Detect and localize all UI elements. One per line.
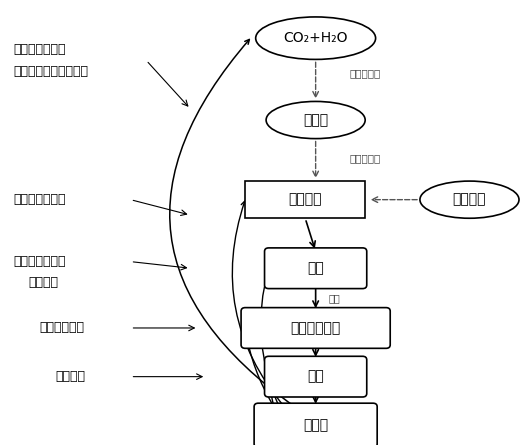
Text: 热回收再利用（焚烧）: 热回收再利用（焚烧） [13,65,88,78]
Text: 化学回收再利用: 化学回收再利用 [13,193,66,206]
Text: 聚合: 聚合 [328,293,340,303]
FancyArrowPatch shape [244,330,274,407]
Text: 生物质: 生物质 [303,113,328,127]
Text: 生物回收再利用: 生物回收再利用 [13,43,66,56]
FancyBboxPatch shape [265,356,367,397]
Text: 单体: 单体 [307,261,324,275]
Text: 产品: 产品 [307,370,324,383]
Text: 重复使用: 重复使用 [55,370,85,383]
Ellipse shape [256,17,376,60]
FancyArrowPatch shape [267,378,274,407]
FancyArrowPatch shape [170,39,295,407]
FancyArrowPatch shape [232,201,285,407]
Text: 光合作用等: 光合作用等 [349,69,381,78]
FancyBboxPatch shape [254,403,377,448]
FancyBboxPatch shape [245,181,365,218]
Text: 生物分解塑料: 生物分解塑料 [290,321,341,335]
FancyBboxPatch shape [265,248,367,289]
FancyArrowPatch shape [261,270,279,407]
Ellipse shape [266,101,365,138]
FancyBboxPatch shape [241,308,390,349]
Text: 石化资源: 石化资源 [453,193,486,207]
Text: 化学物质: 化学物质 [288,193,322,207]
Text: （解聚）: （解聚） [29,276,59,289]
Text: CO₂+H₂O: CO₂+H₂O [284,31,348,45]
Text: 提炼生物质: 提炼生物质 [349,154,381,164]
Text: 材料回收利用: 材料回收利用 [40,322,84,335]
Ellipse shape [420,181,519,218]
Text: 化学回收再利用: 化学回收再利用 [13,255,66,268]
Text: 废弃物: 废弃物 [303,418,328,432]
